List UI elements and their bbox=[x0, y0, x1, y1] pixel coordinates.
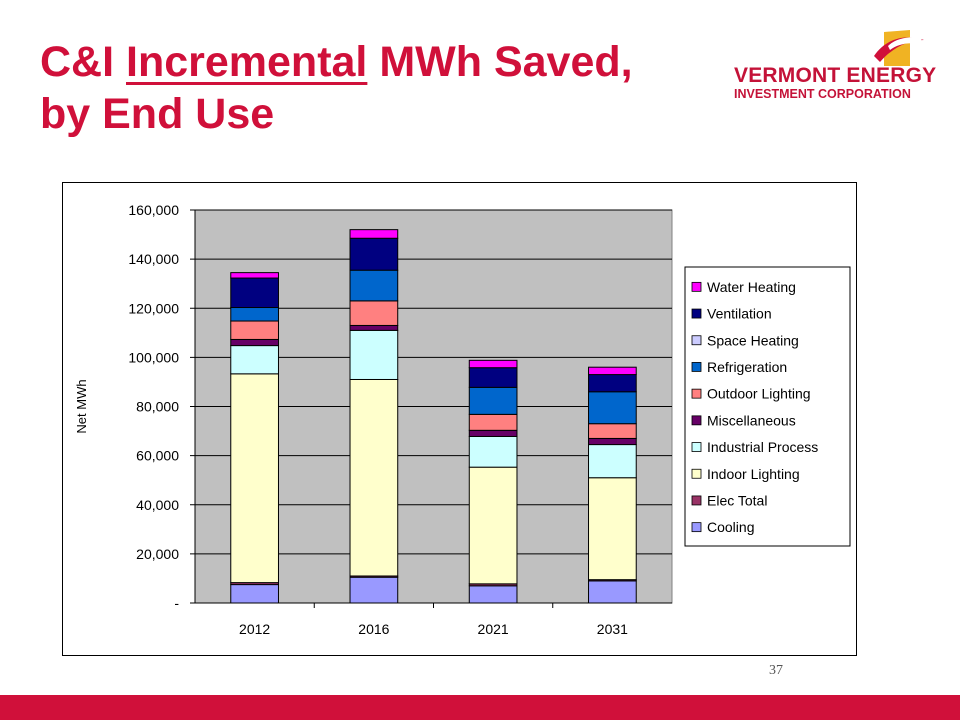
bar-indoor-lighting-2021 bbox=[468, 466, 518, 585]
bar-cooling-2021 bbox=[468, 585, 518, 604]
logo-line2: INVESTMENT CORPORATION bbox=[734, 87, 911, 101]
bar-water-heating-2012 bbox=[230, 272, 279, 279]
page-number: 37 bbox=[769, 663, 783, 678]
y-tick-label: 80,000 bbox=[136, 399, 179, 415]
bar-miscellaneous-2031 bbox=[588, 437, 637, 446]
bar-water-heating-2016 bbox=[349, 229, 399, 239]
legend-label-indoor-lighting: Indoor Lighting bbox=[707, 466, 800, 482]
chart-frame: - 20,000 40,000 60,000 80,000 100,000 120,000 1… bbox=[62, 182, 857, 656]
legend-swatch-cooling bbox=[691, 522, 702, 533]
y-tick-label: 40,000 bbox=[136, 497, 179, 513]
legend-label-cooling: Cooling bbox=[707, 519, 754, 535]
bar-water-heating-2021 bbox=[468, 359, 518, 369]
title-part1: C&I bbox=[40, 38, 126, 86]
title-part2: MWh Saved, bbox=[367, 38, 633, 86]
legend-swatch-industrial-process bbox=[691, 442, 702, 452]
bottom-accent-bar bbox=[0, 695, 960, 720]
bar-refrigeration-2031 bbox=[588, 391, 637, 425]
bar-outdoor-lighting-2012 bbox=[230, 320, 279, 340]
legend-swatch-space-heating bbox=[691, 335, 702, 346]
bar-industrial-process-2031 bbox=[588, 444, 637, 479]
bar-industrial-process-2021 bbox=[468, 435, 518, 468]
bar-refrigeration-2016 bbox=[349, 269, 399, 302]
legend-label-space-heating: Space Heating bbox=[707, 332, 799, 348]
logo-flame-icon bbox=[874, 30, 924, 66]
y-tick-label: 100,000 bbox=[128, 349, 179, 365]
legend-swatch-elec-total bbox=[691, 495, 702, 506]
bar-miscellaneous-2021 bbox=[468, 429, 518, 437]
legend-label-miscellaneous: Miscellaneous bbox=[707, 412, 796, 428]
y-tick-label: 60,000 bbox=[136, 448, 179, 464]
bar-miscellaneous-2012 bbox=[230, 338, 279, 347]
bar-indoor-lighting-2016 bbox=[349, 378, 399, 577]
bar-outdoor-lighting-2016 bbox=[349, 300, 399, 326]
bar-outdoor-lighting-2021 bbox=[468, 413, 518, 431]
logo-line1: VERMONT ENERGY bbox=[734, 64, 937, 87]
legend-label-refrigeration: Refrigeration bbox=[707, 359, 787, 375]
y-tick-label: 120,000 bbox=[128, 300, 179, 316]
bar-indoor-lighting-2012 bbox=[230, 373, 279, 584]
bar-ventilation-2016 bbox=[349, 237, 399, 271]
slide-title: C&I Incremental MWh Saved, by End Use bbox=[40, 36, 633, 140]
legend-swatch-refrigeration bbox=[691, 362, 702, 372]
bar-refrigeration-2021 bbox=[468, 386, 518, 415]
stacked-bar-chart: - 20,000 40,000 60,000 80,000 100,000 120,000 1… bbox=[74, 202, 851, 637]
bar-ventilation-2031 bbox=[588, 374, 637, 393]
y-tick-label: 160,000 bbox=[128, 202, 179, 218]
bar-cooling-2031 bbox=[588, 580, 637, 604]
legend-swatch-ventilation bbox=[691, 308, 702, 319]
y-tick-label: - bbox=[174, 595, 179, 611]
bar-water-heating-2031 bbox=[588, 366, 637, 376]
x-tick-label: 2016 bbox=[358, 621, 389, 637]
bar-cooling-2016 bbox=[349, 576, 399, 604]
bar-outdoor-lighting-2031 bbox=[588, 423, 637, 439]
y-tick-label: 140,000 bbox=[128, 251, 179, 267]
bar-ventilation-2012 bbox=[230, 277, 279, 309]
veic-logo: VERMONT ENERGY INVESTMENT CORPORATION bbox=[724, 26, 937, 106]
legend-label-industrial-process: Industrial Process bbox=[707, 439, 818, 455]
legend-label-water-heating: Water Heating bbox=[707, 279, 796, 295]
bar-ventilation-2021 bbox=[468, 367, 518, 388]
bar-refrigeration-2012 bbox=[230, 307, 279, 322]
y-axis-label: Net MWh bbox=[74, 379, 89, 433]
bar-indoor-lighting-2031 bbox=[588, 477, 637, 581]
legend-label-ventilation: Ventilation bbox=[707, 306, 772, 322]
legend-label-elec-total: Elec Total bbox=[707, 492, 767, 508]
bar-cooling-2012 bbox=[230, 584, 279, 604]
legend-swatch-indoor-lighting bbox=[691, 468, 702, 479]
x-tick-label: 2012 bbox=[239, 621, 270, 637]
chart-legend bbox=[684, 266, 851, 547]
legend-swatch-water-heating bbox=[691, 281, 702, 292]
bar-miscellaneous-2016 bbox=[349, 324, 399, 331]
legend-swatch-outdoor-lighting bbox=[691, 388, 702, 399]
y-tick-label: 20,000 bbox=[136, 546, 179, 562]
bar-industrial-process-2016 bbox=[349, 329, 399, 380]
bar-industrial-process-2012 bbox=[230, 345, 279, 375]
x-tick-label: 2021 bbox=[478, 621, 509, 637]
x-tick-label: 2031 bbox=[597, 621, 628, 637]
title-line2: by End Use bbox=[40, 90, 275, 138]
legend-label-outdoor-lighting: Outdoor Lighting bbox=[707, 386, 811, 402]
legend-swatch-miscellaneous bbox=[691, 415, 702, 426]
title-underlined-word: Incremental bbox=[126, 38, 368, 86]
